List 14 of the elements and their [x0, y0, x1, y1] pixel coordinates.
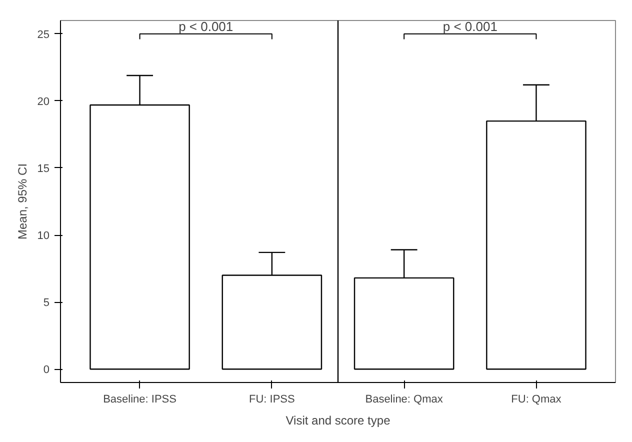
y-axis-title: Mean, 95% CI	[15, 163, 30, 240]
y-tick-label: 10	[37, 230, 50, 242]
annotation: p < 0.001	[442, 18, 498, 34]
x-tick-label: Baseline: Qmax	[365, 394, 444, 406]
y-tick-label: 5	[43, 297, 50, 310]
annotation: p < 0.001	[178, 18, 234, 34]
y-tick-label: 0	[43, 364, 50, 376]
y-tick-label: 25	[37, 28, 50, 41]
x-tick-label: FU: IPSS	[249, 394, 295, 406]
y-tick-label: 20	[37, 96, 50, 108]
x-tick-label: FU: Qmax	[511, 394, 562, 406]
x-axis-title: Visit and score type	[286, 414, 391, 428]
x-tick-label: Baseline: IPSS	[103, 394, 176, 406]
y-tick-label: 15	[37, 162, 50, 175]
